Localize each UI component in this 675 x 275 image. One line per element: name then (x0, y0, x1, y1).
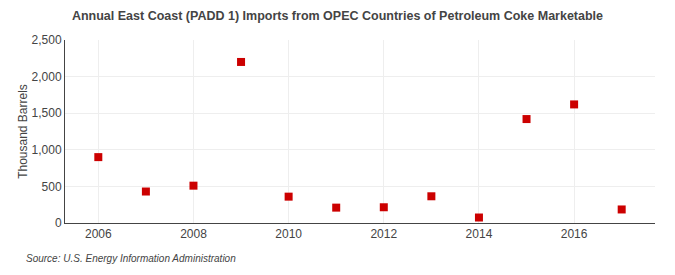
svg-text:Thousand Barrels: Thousand Barrels (16, 84, 30, 179)
svg-text:0: 0 (55, 216, 62, 230)
svg-text:2,500: 2,500 (32, 33, 62, 47)
svg-text:500: 500 (42, 180, 62, 194)
svg-text:Source: U.S. Energy Informatio: Source: U.S. Energy Information Administ… (26, 253, 236, 264)
svg-text:2016: 2016 (561, 227, 588, 241)
svg-text:2012: 2012 (370, 227, 397, 241)
svg-text:Annual East Coast (PADD 1) Imp: Annual East Coast (PADD 1) Imports from … (72, 9, 603, 23)
svg-text:2,000: 2,000 (32, 70, 62, 84)
svg-text:2008: 2008 (180, 227, 207, 241)
svg-text:2006: 2006 (85, 227, 112, 241)
svg-text:1,000: 1,000 (32, 143, 62, 157)
svg-text:2014: 2014 (466, 227, 493, 241)
svg-text:1,500: 1,500 (32, 106, 62, 120)
svg-text:2010: 2010 (275, 227, 302, 241)
